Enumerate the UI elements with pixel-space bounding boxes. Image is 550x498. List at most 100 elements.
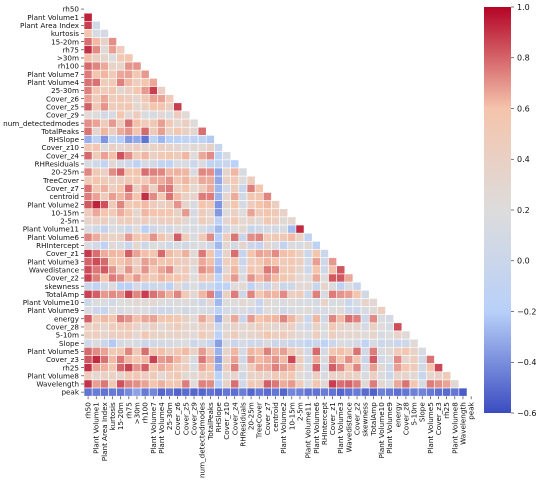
heatmap-cell bbox=[417, 363, 427, 373]
heatmap-cell bbox=[148, 224, 158, 234]
heatmap-cell bbox=[124, 69, 134, 79]
heatmap-cell bbox=[181, 330, 191, 340]
heatmap-cell bbox=[189, 257, 199, 267]
heatmap-cell bbox=[132, 314, 142, 324]
heatmap-cell bbox=[173, 314, 183, 324]
heatmap-cell bbox=[173, 273, 183, 283]
heatmap-cell bbox=[205, 273, 215, 283]
heatmap-cell bbox=[140, 363, 150, 373]
heatmap-cell bbox=[205, 355, 215, 364]
heatmap-cell bbox=[140, 306, 150, 315]
heatmap-cell bbox=[320, 330, 329, 340]
heatmap-cell bbox=[303, 363, 313, 373]
heatmap-cell bbox=[214, 330, 223, 340]
heatmap-cell bbox=[140, 346, 150, 356]
y-tick-label: RHResiduals bbox=[35, 160, 80, 169]
heatmap-cell bbox=[238, 224, 248, 234]
heatmap-cell bbox=[205, 257, 215, 267]
heatmap-cell bbox=[83, 175, 93, 185]
heatmap-cell bbox=[108, 200, 117, 210]
heatmap-cell bbox=[181, 363, 191, 373]
heatmap-cell bbox=[360, 289, 370, 299]
heatmap-cell bbox=[124, 306, 134, 315]
heatmap-cell bbox=[311, 265, 321, 275]
heatmap-cell bbox=[238, 281, 248, 291]
heatmap-cell bbox=[100, 102, 109, 112]
heatmap-cell bbox=[409, 355, 419, 364]
heatmap-cell bbox=[132, 257, 142, 267]
heatmap-cell bbox=[100, 184, 109, 193]
heatmap-cell bbox=[165, 257, 174, 267]
heatmap-cell bbox=[157, 208, 166, 218]
heatmap-cell bbox=[83, 249, 93, 258]
x-tick-label: peak bbox=[467, 401, 476, 419]
heatmap-cell bbox=[377, 363, 386, 373]
heatmap-cell bbox=[91, 175, 101, 185]
heatmap-cell bbox=[181, 118, 191, 128]
heatmap-cell bbox=[197, 192, 207, 201]
heatmap-cell bbox=[262, 355, 272, 364]
heatmap-cell bbox=[124, 86, 134, 95]
heatmap-cell bbox=[140, 69, 150, 79]
x-tick-labels: rh50 Plant Volume1 Plant Area Index kurtosi… bbox=[84, 396, 476, 478]
heatmap-cell bbox=[197, 232, 207, 242]
heatmap-cell bbox=[311, 363, 321, 373]
heatmap-cell bbox=[140, 249, 150, 258]
heatmap-cell bbox=[148, 135, 158, 144]
x-tick-label: Cover_z3 bbox=[434, 402, 443, 435]
heatmap-cell bbox=[91, 151, 101, 161]
heatmap-cell bbox=[100, 322, 109, 332]
heatmap-cell bbox=[368, 330, 378, 340]
heatmap-cell bbox=[344, 346, 354, 356]
heatmap-cell bbox=[197, 322, 207, 332]
heatmap-cell bbox=[173, 330, 183, 340]
heatmap-cell bbox=[100, 224, 109, 234]
heatmap-cell bbox=[214, 232, 223, 242]
heatmap-cell bbox=[344, 338, 354, 348]
heatmap-cell bbox=[230, 289, 240, 299]
heatmap-cell bbox=[393, 379, 403, 389]
heatmap-cell bbox=[140, 135, 150, 144]
heatmap-cell bbox=[303, 371, 313, 381]
heatmap-cell bbox=[83, 232, 93, 242]
heatmap-cell bbox=[91, 94, 101, 104]
heatmap-cell bbox=[205, 379, 215, 389]
y-tick-label: Plant Volume5 bbox=[27, 347, 79, 356]
heatmap-cell bbox=[165, 200, 174, 210]
heatmap-cell bbox=[100, 45, 109, 55]
heatmap-cell bbox=[173, 102, 183, 112]
heatmap-cell bbox=[100, 273, 109, 283]
heatmap-cell bbox=[189, 135, 199, 144]
heatmap-cell bbox=[165, 273, 174, 283]
heatmap-cell bbox=[222, 281, 232, 291]
heatmap-cell bbox=[157, 387, 166, 397]
heatmap-cell bbox=[116, 387, 126, 397]
heatmap-cell bbox=[393, 355, 403, 364]
heatmap-cell bbox=[214, 216, 223, 226]
heatmap-cell bbox=[222, 387, 232, 397]
heatmap-cell bbox=[214, 355, 223, 364]
heatmap-cell bbox=[205, 371, 215, 381]
heatmap-cell bbox=[140, 184, 150, 193]
heatmap-cell bbox=[132, 61, 142, 71]
heatmap-cell bbox=[157, 289, 166, 299]
x-tick-label: Plant Volume6 bbox=[312, 402, 321, 454]
heatmap-cell bbox=[132, 102, 142, 112]
heatmap-cell bbox=[197, 208, 207, 218]
heatmap-cell bbox=[148, 167, 158, 177]
heatmap-cell bbox=[214, 265, 223, 275]
heatmap-cell bbox=[401, 346, 411, 356]
y-tick-label: rh50 bbox=[62, 5, 79, 14]
heatmap-cell bbox=[100, 69, 109, 79]
heatmap-cells bbox=[83, 12, 468, 397]
heatmap-cell bbox=[132, 135, 142, 144]
heatmap-cell bbox=[100, 330, 109, 340]
heatmap-cell bbox=[205, 167, 215, 177]
heatmap-cell bbox=[377, 314, 386, 324]
heatmap-cell bbox=[434, 387, 443, 397]
heatmap-cell bbox=[124, 265, 134, 275]
heatmap-cell bbox=[181, 265, 191, 275]
heatmap-cell bbox=[246, 363, 256, 373]
heatmap-cell bbox=[173, 208, 183, 218]
y-tick-label: rh100 bbox=[58, 62, 80, 71]
